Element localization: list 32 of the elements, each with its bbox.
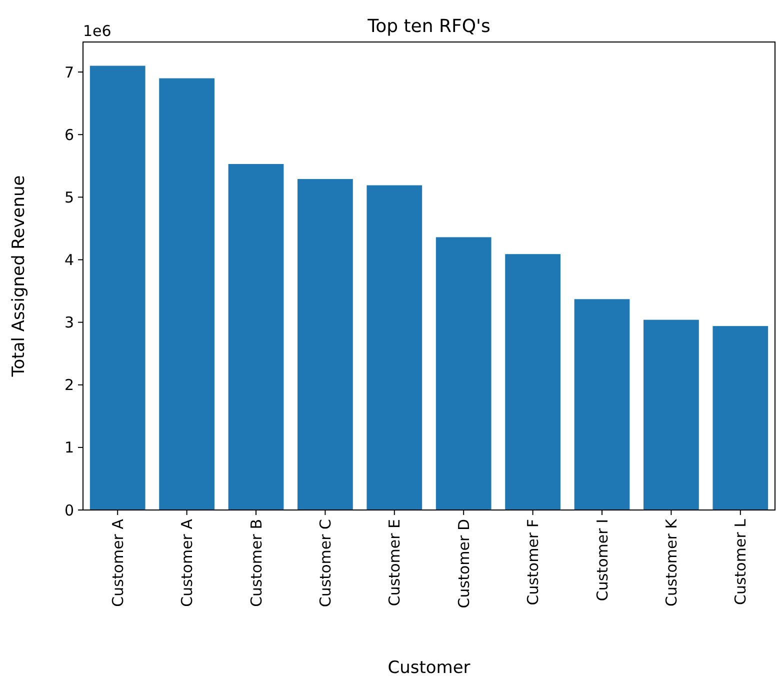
x-tick-label: Customer I: [593, 519, 612, 602]
y-tick-label: 3: [64, 314, 74, 332]
x-tick-label: Customer C: [316, 519, 334, 608]
x-tick-label: Customer F: [524, 519, 542, 606]
bar: [298, 179, 353, 510]
y-tick-label: 7: [64, 63, 74, 82]
bar: [644, 320, 699, 510]
bar: [159, 78, 214, 510]
y-tick-label: 0: [64, 501, 74, 520]
x-tick-label: Customer D: [454, 519, 473, 608]
bar: [366, 185, 422, 510]
chart-title: Top ten RFQ's: [366, 16, 490, 37]
x-tick-label: Customer K: [662, 518, 680, 606]
y-axis-title: Total Assigned Revenue: [9, 175, 29, 378]
bar: [436, 237, 492, 510]
y-tick-label: 1: [64, 438, 74, 457]
x-tick-label: Customer E: [386, 519, 404, 606]
x-tick-label: Customer L: [732, 518, 750, 605]
y-tick-label: 2: [64, 376, 74, 394]
bar: [90, 66, 146, 510]
bar: [228, 164, 284, 510]
y-tick-label: 5: [64, 188, 74, 206]
x-axis-title: Customer: [388, 658, 470, 678]
x-tick-label: Customer A: [178, 518, 196, 607]
x-tick-label: Customer B: [247, 519, 266, 607]
x-tick-label: Customer A: [108, 518, 127, 607]
y-tick-label: 4: [64, 250, 74, 269]
y-tick-label: 6: [64, 126, 74, 144]
bar: [505, 254, 560, 510]
bar: [574, 299, 630, 510]
text: 1e6: [83, 22, 112, 40]
bar: [712, 326, 768, 510]
